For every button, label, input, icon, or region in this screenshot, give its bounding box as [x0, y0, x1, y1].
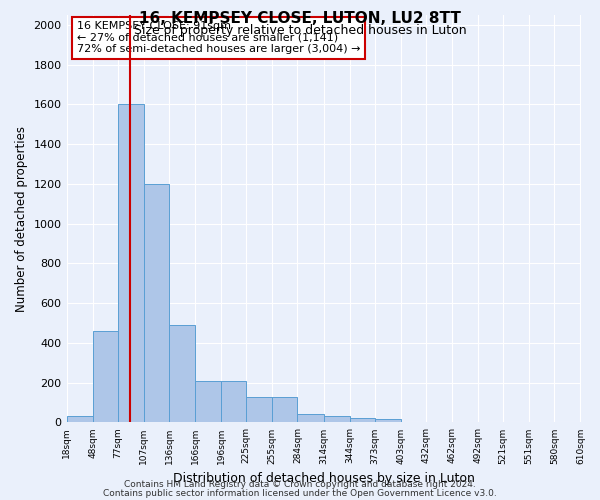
Bar [144, 184, 169, 422]
Bar [67, 416, 92, 422]
Bar [221, 380, 246, 422]
Bar [298, 414, 323, 422]
Text: 16 KEMPSEY CLOSE: 91sqm
← 27% of detached houses are smaller (1,141)
72% of semi: 16 KEMPSEY CLOSE: 91sqm ← 27% of detache… [77, 21, 361, 54]
Bar [375, 420, 401, 422]
Y-axis label: Number of detached properties: Number of detached properties [15, 126, 28, 312]
Bar [118, 104, 144, 422]
Bar [195, 380, 221, 422]
Bar [350, 418, 375, 422]
Text: Size of property relative to detached houses in Luton: Size of property relative to detached ho… [134, 24, 466, 37]
Bar [169, 325, 195, 422]
Text: Contains public sector information licensed under the Open Government Licence v3: Contains public sector information licen… [103, 489, 497, 498]
Text: 16, KEMPSEY CLOSE, LUTON, LU2 8TT: 16, KEMPSEY CLOSE, LUTON, LU2 8TT [139, 11, 461, 26]
Bar [323, 416, 350, 422]
X-axis label: Distribution of detached houses by size in Luton: Distribution of detached houses by size … [173, 472, 475, 485]
Bar [92, 331, 118, 422]
Text: Contains HM Land Registry data © Crown copyright and database right 2024.: Contains HM Land Registry data © Crown c… [124, 480, 476, 489]
Bar [272, 396, 298, 422]
Bar [246, 396, 272, 422]
